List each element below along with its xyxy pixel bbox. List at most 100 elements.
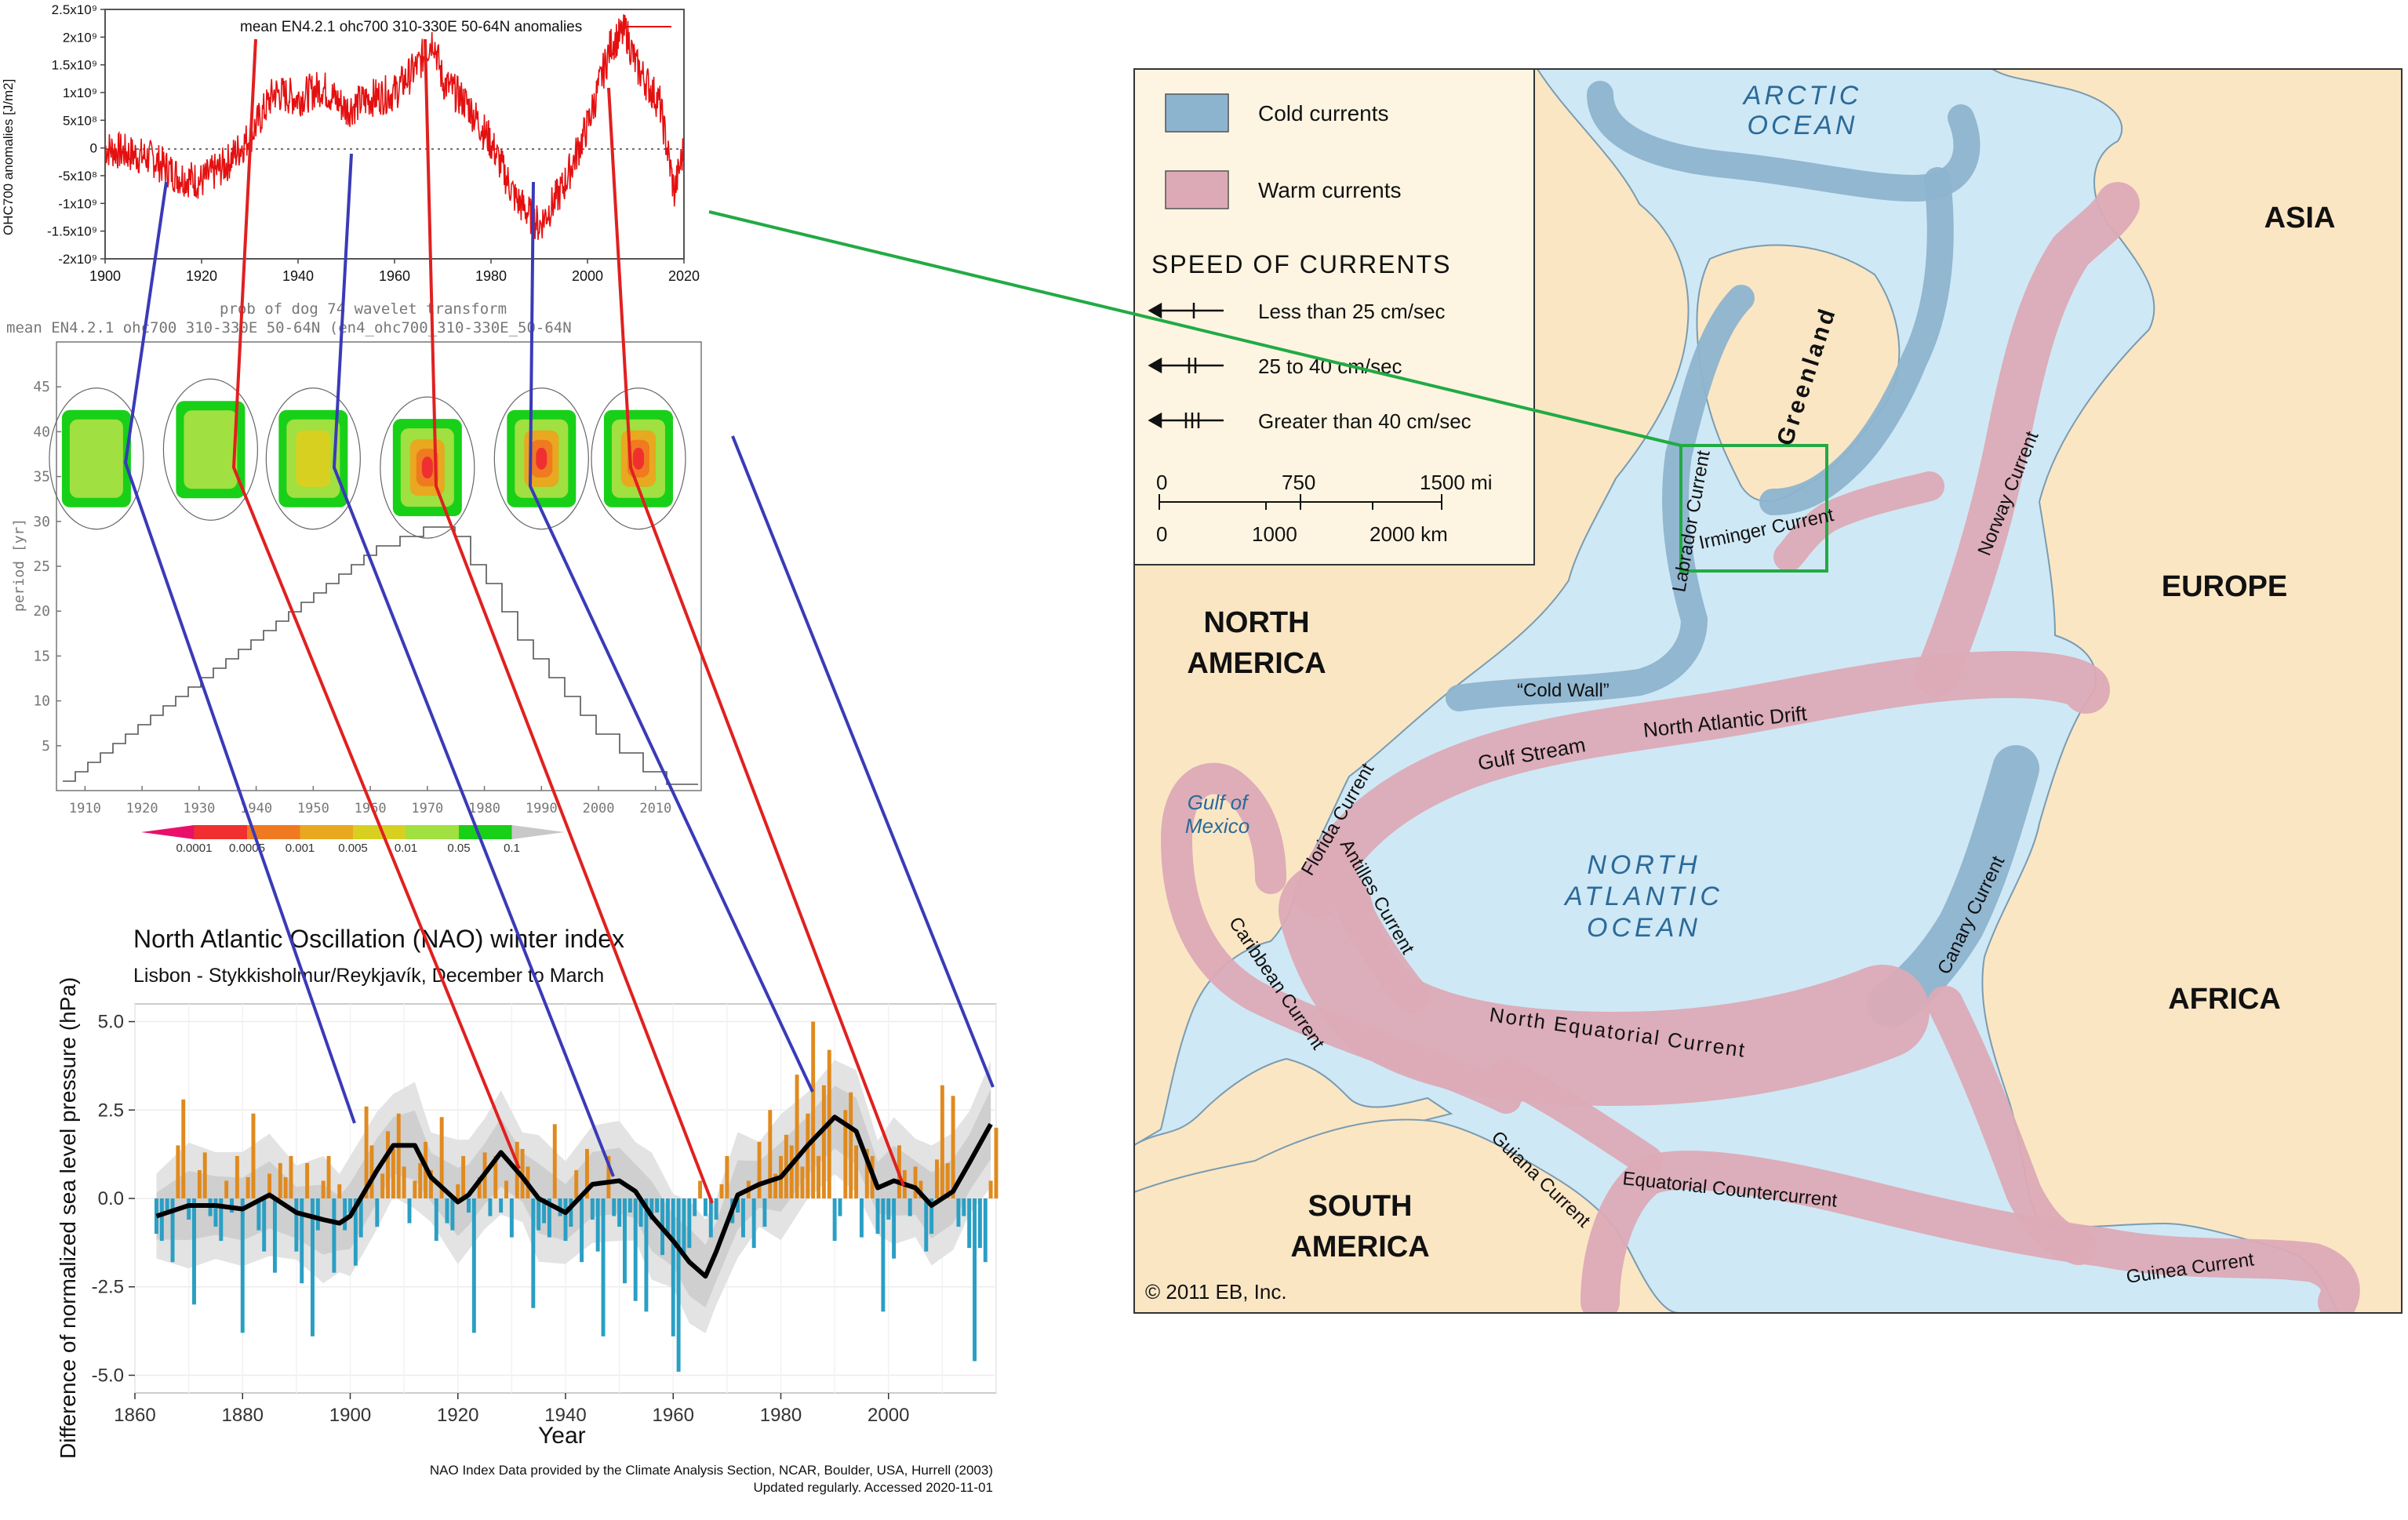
nao-bar: [940, 1085, 944, 1198]
label-north-america-line2: AMERICA: [1187, 647, 1326, 680]
nao-bar: [935, 1159, 939, 1198]
nao-bar: [967, 1198, 972, 1249]
wavelet-blob: [632, 447, 644, 470]
nao-bar: [467, 1198, 471, 1213]
ohc-xtick-label: 1980: [475, 268, 507, 284]
wavelet-x-axis: 1910 1920 1930 1940 1950 1960 1970 1980 1990 2000…: [69, 786, 671, 816]
ohc-ytick-label: -5x10⁸: [58, 169, 97, 184]
nao-bar: [369, 1145, 374, 1198]
nao-ytick-label: 0.0: [98, 1188, 124, 1209]
nao-bar: [537, 1198, 541, 1231]
scale-mi-750: 750: [1282, 471, 1315, 494]
nao-bar: [693, 1198, 697, 1216]
colorbar-label: 0.001: [286, 842, 315, 855]
wavelet-ylabel: period [yr]: [11, 518, 27, 612]
label-cold-wall: “Cold Wall”: [1517, 680, 1610, 701]
nao-uncertainty-band-inner: [156, 1085, 991, 1308]
colorbar-swatch: [300, 825, 353, 839]
nao-subtitle: Lisbon - Stykkisholmur/Reykjavík, Decemb…: [133, 965, 604, 987]
wavelet-y-axis: 45 40 35 30 25 20 15 10 5: [33, 379, 61, 755]
nao-bar: [838, 1198, 842, 1216]
nao-bar: [202, 1152, 207, 1198]
wavelet-subtitle: mean EN4.2.1 ohc700 310-330E 50-64N (en4…: [6, 319, 572, 336]
nao-bar: [580, 1198, 584, 1263]
nao-bar: [719, 1184, 724, 1198]
nao-xtick-label: 1900: [329, 1405, 371, 1426]
nao-bar: [612, 1198, 617, 1216]
nao-bar: [326, 1155, 331, 1198]
nao-bar: [439, 1117, 444, 1198]
nao-xtick-label: 1940: [544, 1405, 586, 1426]
nao-bar: [321, 1180, 326, 1198]
colorbar-swatch: [406, 825, 459, 839]
nao-bar: [574, 1169, 579, 1198]
wavelet-contour: [591, 387, 686, 530]
connector-red-2: [424, 38, 714, 1204]
nao-bar: [682, 1198, 686, 1256]
nao-bar: [569, 1198, 573, 1227]
map-frame: [1133, 68, 2403, 1314]
ohc-ytick-label: -2x10⁹: [58, 252, 97, 267]
nao-bar: [773, 1173, 778, 1198]
nao-bar: [843, 1110, 848, 1198]
cold-swatch: [1165, 93, 1229, 133]
ohc-xtick-label: 1920: [186, 268, 217, 284]
label-north-america-line1: NORTH: [1203, 606, 1309, 639]
nao-bar: [471, 1198, 476, 1333]
nao-bar: [789, 1145, 794, 1198]
nao-bar: [708, 1198, 713, 1238]
wavelet-ytick-label: 15: [33, 648, 50, 664]
wavelet-ytick-label: 10: [33, 693, 50, 710]
nao-bar: [434, 1198, 438, 1242]
nao-ytick-label: 5.0: [98, 1012, 124, 1033]
nao-bar: [358, 1198, 363, 1238]
nao-bar: [918, 1180, 923, 1198]
nao-bar: [849, 1092, 853, 1198]
ohc-xtick-label: 1900: [89, 268, 121, 284]
nao-y-axis: 5.0 2.5 0.0 -2.5 -5.0: [92, 1012, 135, 1386]
nao-bar: [762, 1198, 767, 1227]
nao-ytick-label: -5.0: [92, 1365, 124, 1386]
nao-ylabel: Difference of normalized sea level press…: [56, 977, 80, 1459]
nao-bar: [800, 1166, 805, 1198]
label-europe: EUROPE: [2162, 570, 2287, 603]
nao-bar: [450, 1198, 455, 1231]
nao-bar: [751, 1198, 756, 1249]
wavelet-blob: [421, 456, 433, 479]
ohc-series-line: [104, 14, 684, 240]
ohc-ylabel: OHC700 anomalies [J/m2]: [1, 79, 16, 235]
nao-bar: [256, 1198, 261, 1231]
nao-smoothed-line: [155, 1115, 993, 1279]
nao-bar: [644, 1198, 649, 1312]
nao-bar: [246, 1176, 250, 1198]
ohc-ytick-label: 2x10⁹: [63, 30, 97, 45]
ohc-ytick-label: 0: [90, 141, 97, 156]
nao-bar: [192, 1198, 196, 1305]
nao-bar: [402, 1166, 406, 1198]
ohc-xtick-label: 1960: [379, 268, 410, 284]
nao-bar: [251, 1113, 256, 1198]
nao-bar: [875, 1198, 880, 1235]
nao-bar: [165, 1198, 169, 1213]
nao-bar: [343, 1198, 347, 1231]
nao-bar: [375, 1198, 380, 1227]
nao-bar: [213, 1198, 218, 1227]
warm-swatch: [1165, 170, 1229, 209]
nao-bar: [811, 1021, 816, 1198]
nao-bar: [859, 1198, 864, 1238]
nao-bar: [892, 1198, 897, 1259]
wavelet-blob: [296, 430, 331, 487]
colorbar-swatch: [459, 825, 512, 839]
wavelet-xtick-label: 1980: [468, 801, 500, 816]
nao-bar: [278, 1162, 282, 1198]
wavelet-blob: [69, 419, 123, 498]
nao-bar: [224, 1180, 229, 1198]
ohc-ytick-label: 2.5x10⁹: [52, 2, 97, 17]
label-north-atlantic-line2: ATLANTIC: [1563, 882, 1723, 911]
wavelet-blob: [184, 410, 238, 489]
nao-bar: [714, 1198, 718, 1220]
nao-bar: [665, 1198, 670, 1235]
nao-bar: [504, 1180, 508, 1198]
land-caribbean-central: [1134, 1057, 1453, 1194]
nao-bar: [757, 1141, 762, 1198]
